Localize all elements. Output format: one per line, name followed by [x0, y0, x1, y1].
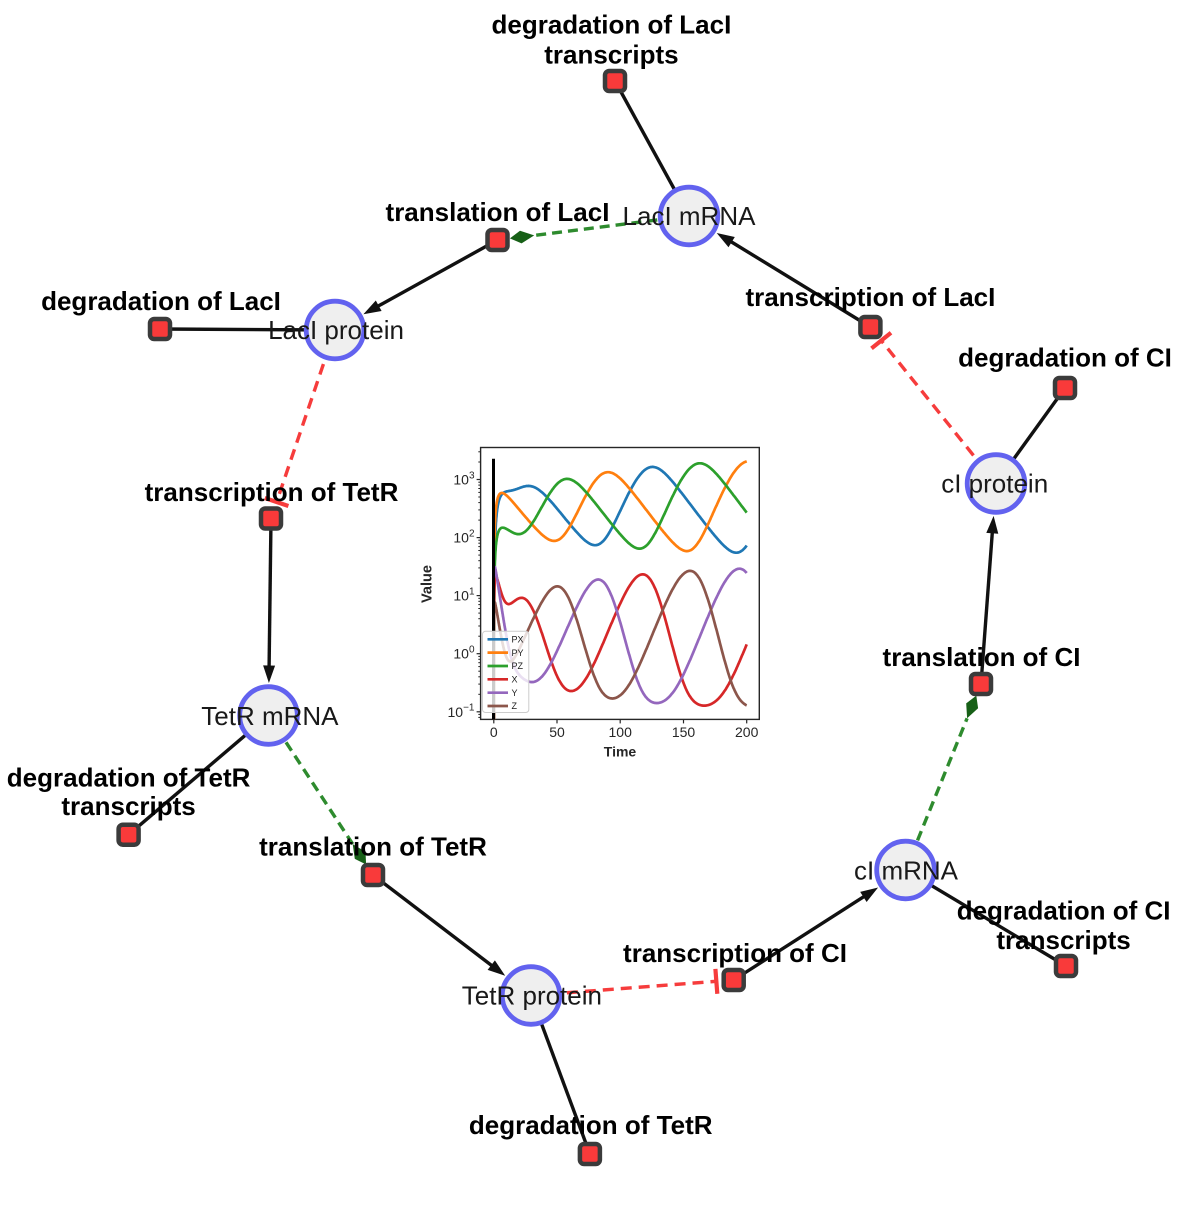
svg-text:cI protein: cI protein [941, 469, 1048, 499]
svg-text:X: X [512, 675, 518, 685]
svg-text:200: 200 [735, 724, 759, 740]
svg-text:translation of CI: translation of CI [883, 642, 1081, 672]
svg-text:transcription of TetR: transcription of TetR [145, 477, 399, 507]
svg-text:degradation of TetR: degradation of TetR [469, 1110, 713, 1140]
svg-text:degradation of LacI: degradation of LacI [41, 286, 281, 316]
svg-text:Z: Z [512, 701, 518, 711]
svg-text:100: 100 [609, 724, 633, 740]
svg-text:TetR protein: TetR protein [462, 981, 602, 1011]
svg-text:Y: Y [512, 688, 518, 698]
svg-text:translation of LacI: translation of LacI [386, 197, 610, 227]
svg-text:transcription of CI: transcription of CI [623, 938, 847, 968]
svg-text:transcripts: transcripts [996, 925, 1130, 955]
svg-text:Value: Value [420, 565, 436, 603]
svg-text:150: 150 [672, 724, 696, 740]
svg-text:LacI mRNA: LacI mRNA [623, 201, 757, 231]
svg-text:0: 0 [490, 724, 498, 740]
svg-text:Time: Time [604, 744, 637, 760]
svg-text:transcripts: transcripts [61, 791, 195, 821]
svg-text:TetR mRNA: TetR mRNA [201, 701, 339, 731]
svg-text:degradation of LacI: degradation of LacI [491, 10, 731, 40]
svg-text:translation of TetR: translation of TetR [259, 831, 487, 861]
svg-text:LacI protein: LacI protein [268, 315, 404, 345]
svg-text:degradation of CI: degradation of CI [958, 343, 1172, 373]
svg-text:degradation of CI: degradation of CI [957, 896, 1171, 926]
svg-text:PY: PY [512, 648, 524, 658]
svg-text:50: 50 [549, 724, 565, 740]
svg-text:PZ: PZ [512, 661, 524, 671]
svg-text:PX: PX [512, 635, 524, 645]
svg-text:degradation of TetR: degradation of TetR [7, 762, 251, 792]
svg-text:transcripts: transcripts [544, 40, 678, 70]
svg-text:cI mRNA: cI mRNA [854, 855, 959, 885]
svg-text:transcription of LacI: transcription of LacI [745, 282, 995, 312]
